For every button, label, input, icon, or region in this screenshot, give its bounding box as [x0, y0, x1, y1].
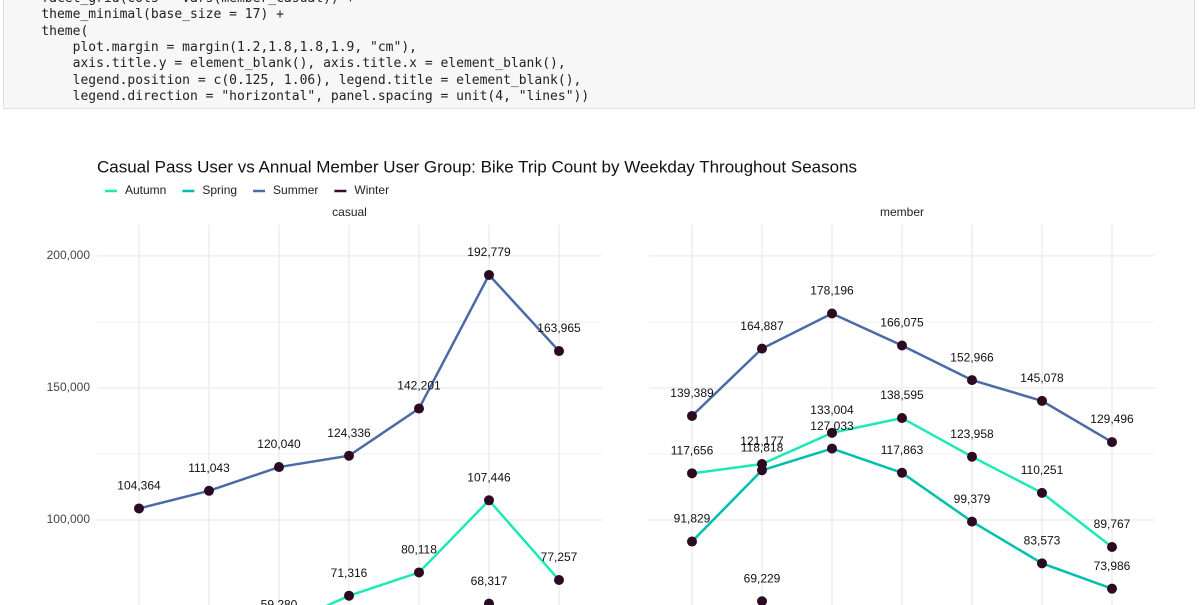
legend-label: Autumn: [125, 183, 166, 197]
data-label: 178,196: [810, 284, 854, 298]
data-label: 145,078: [1020, 371, 1064, 385]
data-point: [827, 427, 837, 438]
data-point: [554, 346, 564, 357]
data-label: 127,033: [810, 419, 854, 433]
strip-label: casual: [332, 205, 367, 219]
data-label: 124,336: [327, 426, 371, 440]
code-cell: facet_grid(cols = vars(member_casual)) +…: [3, 0, 1195, 109]
data-point: [967, 451, 977, 462]
data-label: 68,317: [471, 574, 508, 588]
data-point: [344, 450, 354, 461]
data-label: 89,767: [1094, 517, 1131, 531]
data-point: [1107, 541, 1117, 552]
data-label: 163,965: [537, 321, 581, 335]
data-point: [967, 516, 977, 527]
data-label: 71,316: [331, 566, 368, 580]
data-point: [484, 495, 494, 506]
y-tick-label: 100,000: [47, 512, 91, 526]
code-line: facet_grid(cols = vars(member_casual)) +: [10, 0, 354, 7]
data-point: [134, 503, 144, 514]
data-label: 129,496: [1090, 412, 1134, 426]
data-point: [757, 596, 767, 605]
data-point: [554, 575, 564, 586]
strip-label: member: [880, 205, 924, 219]
data-label: 117,656: [671, 444, 714, 458]
data-label: 121,177: [740, 434, 784, 448]
y-tick-label: 150,000: [47, 380, 91, 394]
data-label: 83,573: [1024, 534, 1061, 548]
data-point: [1107, 583, 1117, 594]
code-line: legend.direction = "horizontal", panel.s…: [10, 88, 590, 104]
data-label: 111,043: [188, 461, 230, 475]
data-point: [1037, 558, 1047, 569]
data-label: 117,863: [881, 443, 924, 457]
code-line: theme_minimal(base_size = 17) +: [10, 7, 284, 23]
data-point: [757, 465, 767, 476]
data-label: 120,040: [257, 437, 301, 451]
code-line: theme(: [10, 23, 89, 39]
legend-label: Spring: [202, 183, 237, 197]
code-line: plot.margin = margin(1.2,1.8,1.8,1.9, "c…: [10, 39, 417, 55]
data-label: 118,818: [741, 440, 784, 454]
data-label: 110,251: [1021, 463, 1064, 477]
data-point: [897, 340, 907, 351]
code-line: axis.title.y = element_blank(), axis.tit…: [10, 56, 566, 72]
code-line: legend.position = c(0.125, 1.06), legend…: [10, 72, 582, 88]
data-point: [967, 375, 977, 386]
data-point: [827, 308, 837, 319]
data-point: [414, 403, 424, 414]
data-label: 107,446: [467, 470, 511, 484]
data-label: 123,958: [950, 427, 994, 441]
data-point: [687, 536, 697, 547]
data-point: [1037, 395, 1047, 406]
data-label: 69,229: [744, 571, 781, 585]
data-point: [827, 443, 837, 454]
data-label: 133,004: [810, 403, 854, 417]
data-label: 104,364: [117, 479, 161, 493]
data-point: [897, 413, 907, 424]
data-point: [484, 269, 494, 280]
data-point: [757, 343, 767, 354]
data-label: 152,966: [950, 350, 994, 364]
data-label: 80,118: [401, 543, 437, 557]
data-point: [484, 598, 494, 605]
data-label: 73,986: [1094, 559, 1131, 573]
data-point: [414, 567, 424, 578]
data-label: 164,887: [740, 319, 784, 333]
data-label: 139,389: [670, 386, 714, 400]
data-label: 77,257: [541, 550, 578, 564]
data-label: 166,075: [880, 316, 924, 330]
data-label: 91,829: [674, 512, 711, 526]
data-point: [897, 467, 907, 478]
data-point: [1107, 437, 1117, 448]
legend-label: Winter: [354, 183, 389, 197]
data-point: [274, 462, 284, 473]
data-label: 142,201: [397, 379, 441, 393]
data-label: 59,280: [261, 598, 298, 605]
data-point: [204, 485, 214, 496]
data-label: 99,379: [954, 492, 991, 506]
data-label: 138,595: [880, 388, 924, 402]
data-point: [687, 468, 697, 479]
y-tick-label: 200,000: [47, 248, 91, 262]
data-point: [687, 410, 697, 421]
data-point: [344, 590, 354, 601]
data-point: [1037, 487, 1047, 498]
chart-title: Casual Pass User vs Annual Member User G…: [97, 157, 857, 176]
legend-label: Summer: [273, 183, 318, 197]
data-label: 192,779: [467, 245, 511, 259]
